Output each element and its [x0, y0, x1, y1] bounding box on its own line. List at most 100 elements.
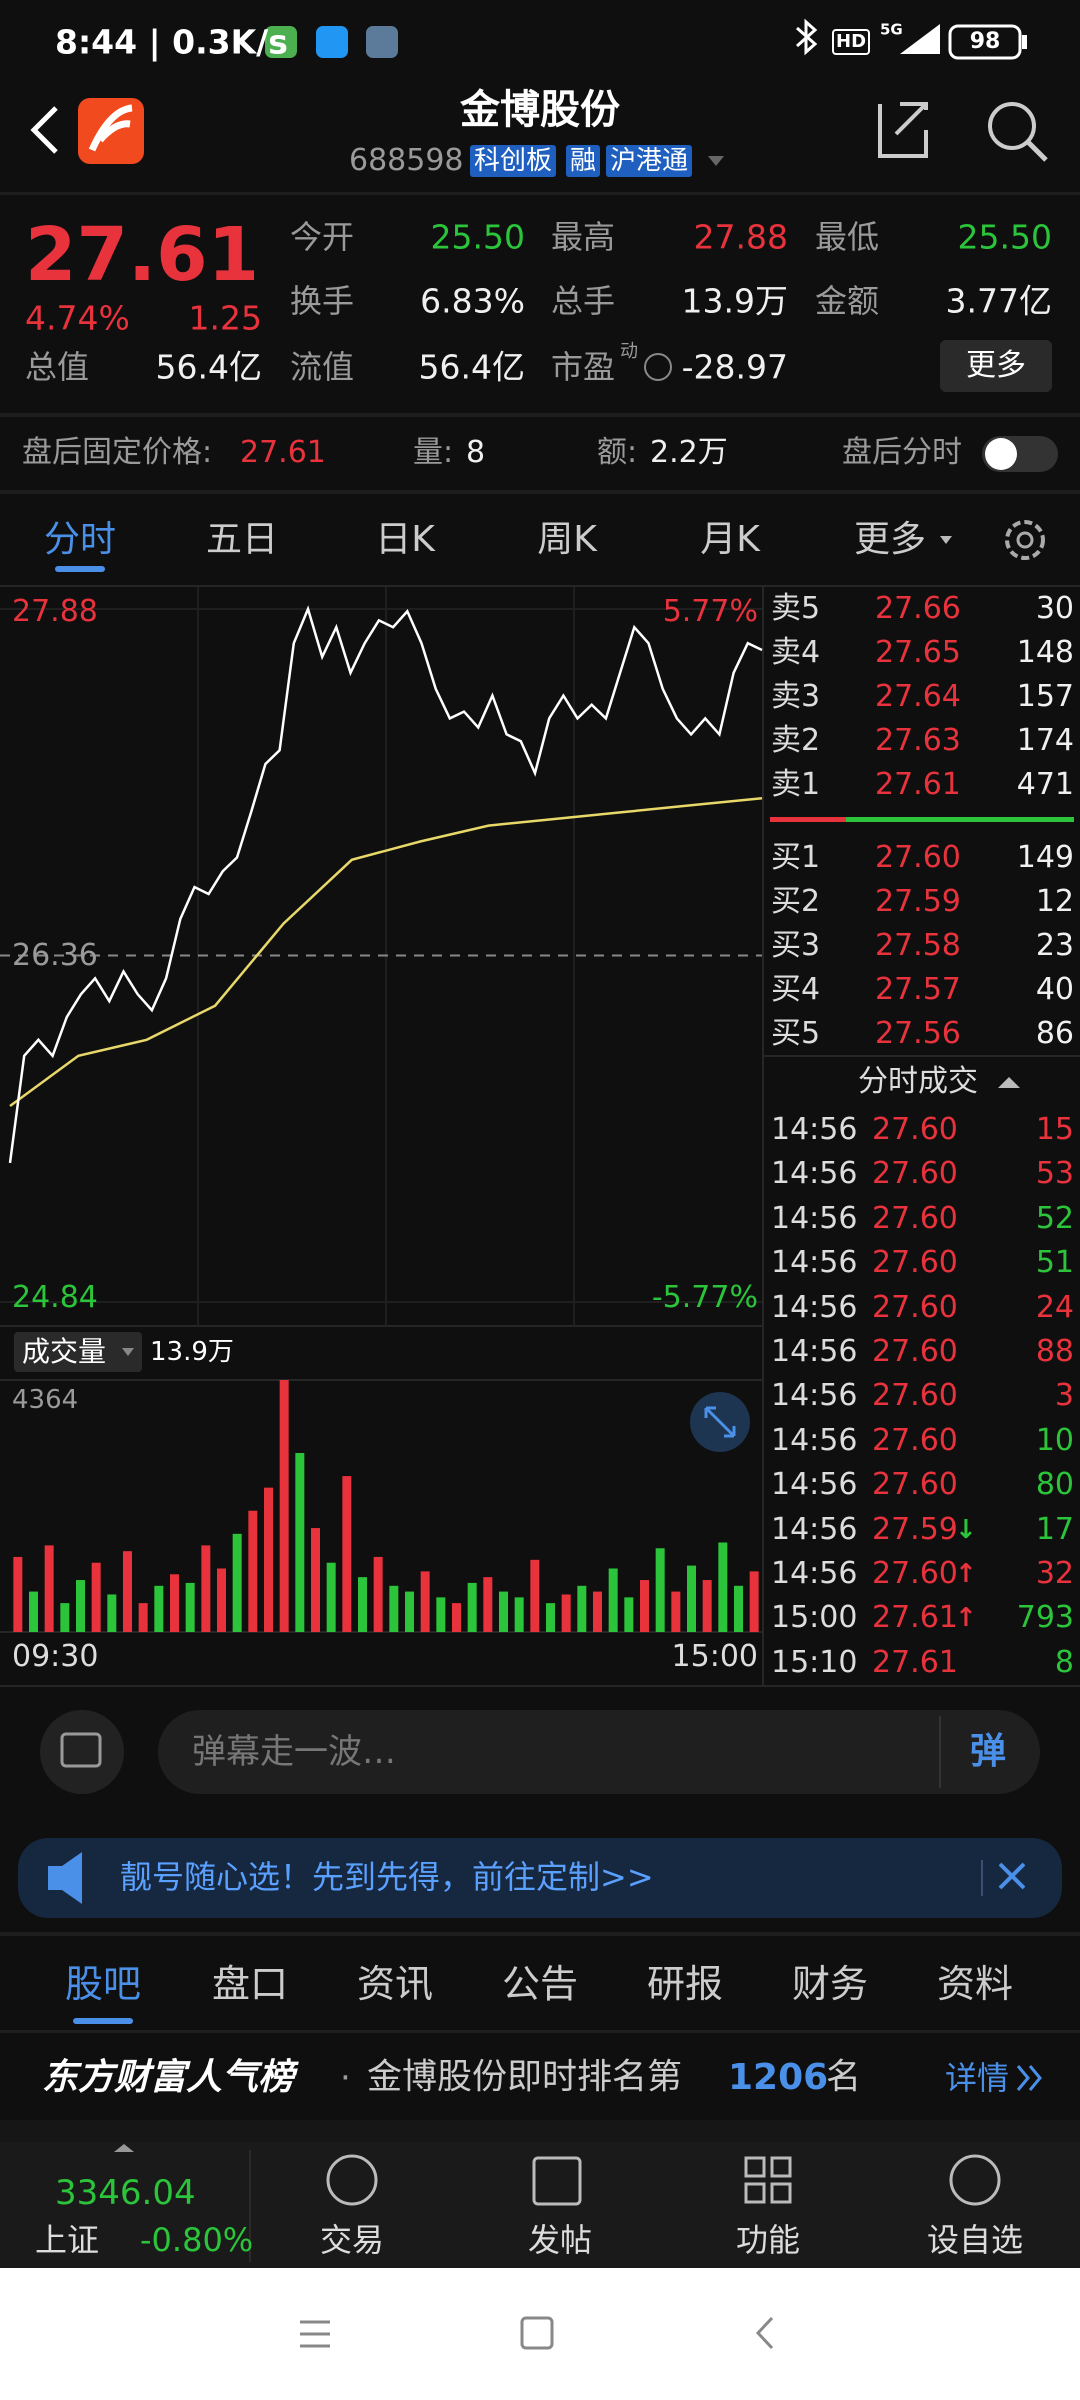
volume-tick-label: 4364 — [12, 1385, 79, 1415]
trade-time: 15:10 — [771, 1644, 858, 1680]
volume-bar — [405, 1591, 414, 1632]
volume-bar — [436, 1597, 446, 1632]
volume-bar — [373, 1556, 383, 1632]
comment-icon-bg[interactable] — [40, 1710, 124, 1794]
expand-icon — [704, 1406, 736, 1438]
comment-input[interactable] — [158, 1710, 1040, 1794]
status-hd: HD — [832, 29, 871, 55]
ask-bid-bar-red — [770, 817, 846, 822]
settings-button[interactable] — [1005, 520, 1045, 560]
banner-bg[interactable] — [18, 1838, 1062, 1918]
detail-chevron[interactable] — [1016, 2065, 1042, 2091]
section-tab[interactable]: 研报 — [646, 1962, 724, 2006]
order-price: 27.65 — [875, 635, 961, 670]
share-button[interactable] — [878, 102, 928, 158]
section-tab[interactable]: 资料 — [936, 1962, 1014, 2006]
order-price: 27.66 — [875, 591, 961, 626]
volume-bar — [671, 1591, 681, 1632]
chart-tab[interactable]: 五日 — [205, 519, 279, 560]
function-icon — [744, 2182, 766, 2204]
nav-item[interactable]: 发帖 — [527, 2221, 593, 2259]
order-volume: 149 — [1016, 840, 1074, 875]
index-change: -0.80% — [140, 2221, 254, 2259]
section-tab[interactable]: 财务 — [791, 1962, 869, 2006]
chart-tab[interactable]: 周K — [537, 519, 597, 560]
ranking-detail[interactable]: 详情 — [945, 2059, 1010, 2097]
market-tag: 科创板 — [470, 145, 557, 177]
index-expand[interactable] — [114, 2144, 134, 2152]
more-button[interactable] — [940, 340, 1052, 392]
trade-time: 14:56 — [771, 1289, 858, 1325]
chart-tab[interactable]: 月K — [700, 519, 760, 560]
volume-bar — [311, 1528, 320, 1632]
section-tab[interactable]: 资讯 — [356, 1962, 434, 2006]
volume-bar — [608, 1568, 618, 1632]
after-price: 27.61 — [240, 435, 326, 470]
battery-tip — [1022, 35, 1027, 49]
trade-flag: ↓ — [955, 1514, 977, 1545]
back-button[interactable] — [30, 106, 58, 154]
section-tab[interactable]: 盘口 — [211, 1962, 289, 2006]
trade-time: 14:56 — [771, 1156, 858, 1192]
chart-tab[interactable]: 更多 — [853, 519, 927, 560]
volume-bar — [546, 1603, 555, 1632]
ranking-text: 金博股份即时排名第 — [367, 2057, 683, 2098]
system-menu[interactable] — [300, 2320, 330, 2348]
trade-volume: 80 — [1035, 1467, 1074, 1503]
volume-bar — [655, 1548, 665, 1632]
banner-text[interactable]: 靓号随心选！先到先得，前往定制>> — [120, 1858, 654, 1896]
section-underline — [73, 2018, 133, 2024]
divider — [0, 490, 1080, 494]
trade-volume: 51 — [1035, 1245, 1074, 1281]
section-tab[interactable]: 公告 — [501, 1962, 579, 2006]
time-end: 15:00 — [671, 1639, 758, 1674]
volume-bar — [201, 1545, 211, 1632]
post-icon[interactable] — [532, 2156, 582, 2206]
nav-item[interactable]: 功能 — [735, 2221, 801, 2259]
trades-title[interactable]: 分时成交 — [858, 1064, 978, 1099]
order-volume: 157 — [1016, 679, 1074, 714]
search-button[interactable] — [988, 102, 1036, 150]
dropdown-arrow[interactable] — [708, 156, 724, 166]
banner-close[interactable] — [998, 1862, 1026, 1890]
trades-sort-arrow[interactable] — [998, 1077, 1020, 1088]
system-home[interactable] — [520, 2316, 554, 2350]
section-tab[interactable]: 股吧 — [64, 1962, 142, 2006]
y-tick-label: 27.88 — [12, 594, 98, 629]
index-value[interactable]: 3346.04 — [55, 2173, 196, 2213]
trade-price: 27.60 — [872, 1156, 958, 1192]
pe-info-icon[interactable] — [644, 353, 672, 381]
volume-bar — [185, 1582, 195, 1632]
order-label: 买2 — [771, 884, 821, 919]
function-icon[interactable] — [744, 2156, 766, 2178]
after-timeshare-label[interactable]: 盘后分时 — [842, 435, 962, 470]
trade-volume: 793 — [1016, 1600, 1074, 1636]
trade-price: 27.59 — [872, 1511, 958, 1547]
order-volume: 12 — [1035, 884, 1074, 919]
volume-bar — [217, 1568, 226, 1632]
total-cap-label: 总值 — [25, 348, 90, 386]
trade-time: 14:56 — [771, 1378, 858, 1414]
volume-selector[interactable] — [14, 1332, 142, 1372]
divider — [0, 192, 1080, 195]
watchlist-icon[interactable] — [949, 2154, 1001, 2206]
after-price-label: 盘后固定价格: — [22, 435, 213, 470]
more-button-label[interactable]: 更多 — [966, 348, 1026, 383]
system-back[interactable] — [755, 2316, 774, 2350]
divider — [0, 585, 1080, 587]
trade-icon[interactable] — [326, 2154, 378, 2206]
field-label: 换手 — [290, 282, 355, 320]
comment-button[interactable]: 弹 — [969, 1731, 1007, 1772]
nav-item[interactable]: 设自选 — [926, 2221, 1024, 2259]
nav-item[interactable]: 交易 — [319, 2221, 385, 2259]
order-label: 买3 — [771, 928, 821, 963]
trade-time: 14:56 — [771, 1556, 858, 1591]
chart-tab[interactable]: 日K — [375, 519, 435, 560]
volume-bar — [279, 1380, 289, 1632]
volume-bar — [593, 1591, 602, 1632]
order-volume: 174 — [1016, 723, 1074, 758]
chart-tab[interactable]: 分时 — [43, 519, 117, 560]
order-volume: 23 — [1035, 928, 1074, 963]
comment-placeholder[interactable]: 弹幕走一波… — [192, 1732, 396, 1772]
